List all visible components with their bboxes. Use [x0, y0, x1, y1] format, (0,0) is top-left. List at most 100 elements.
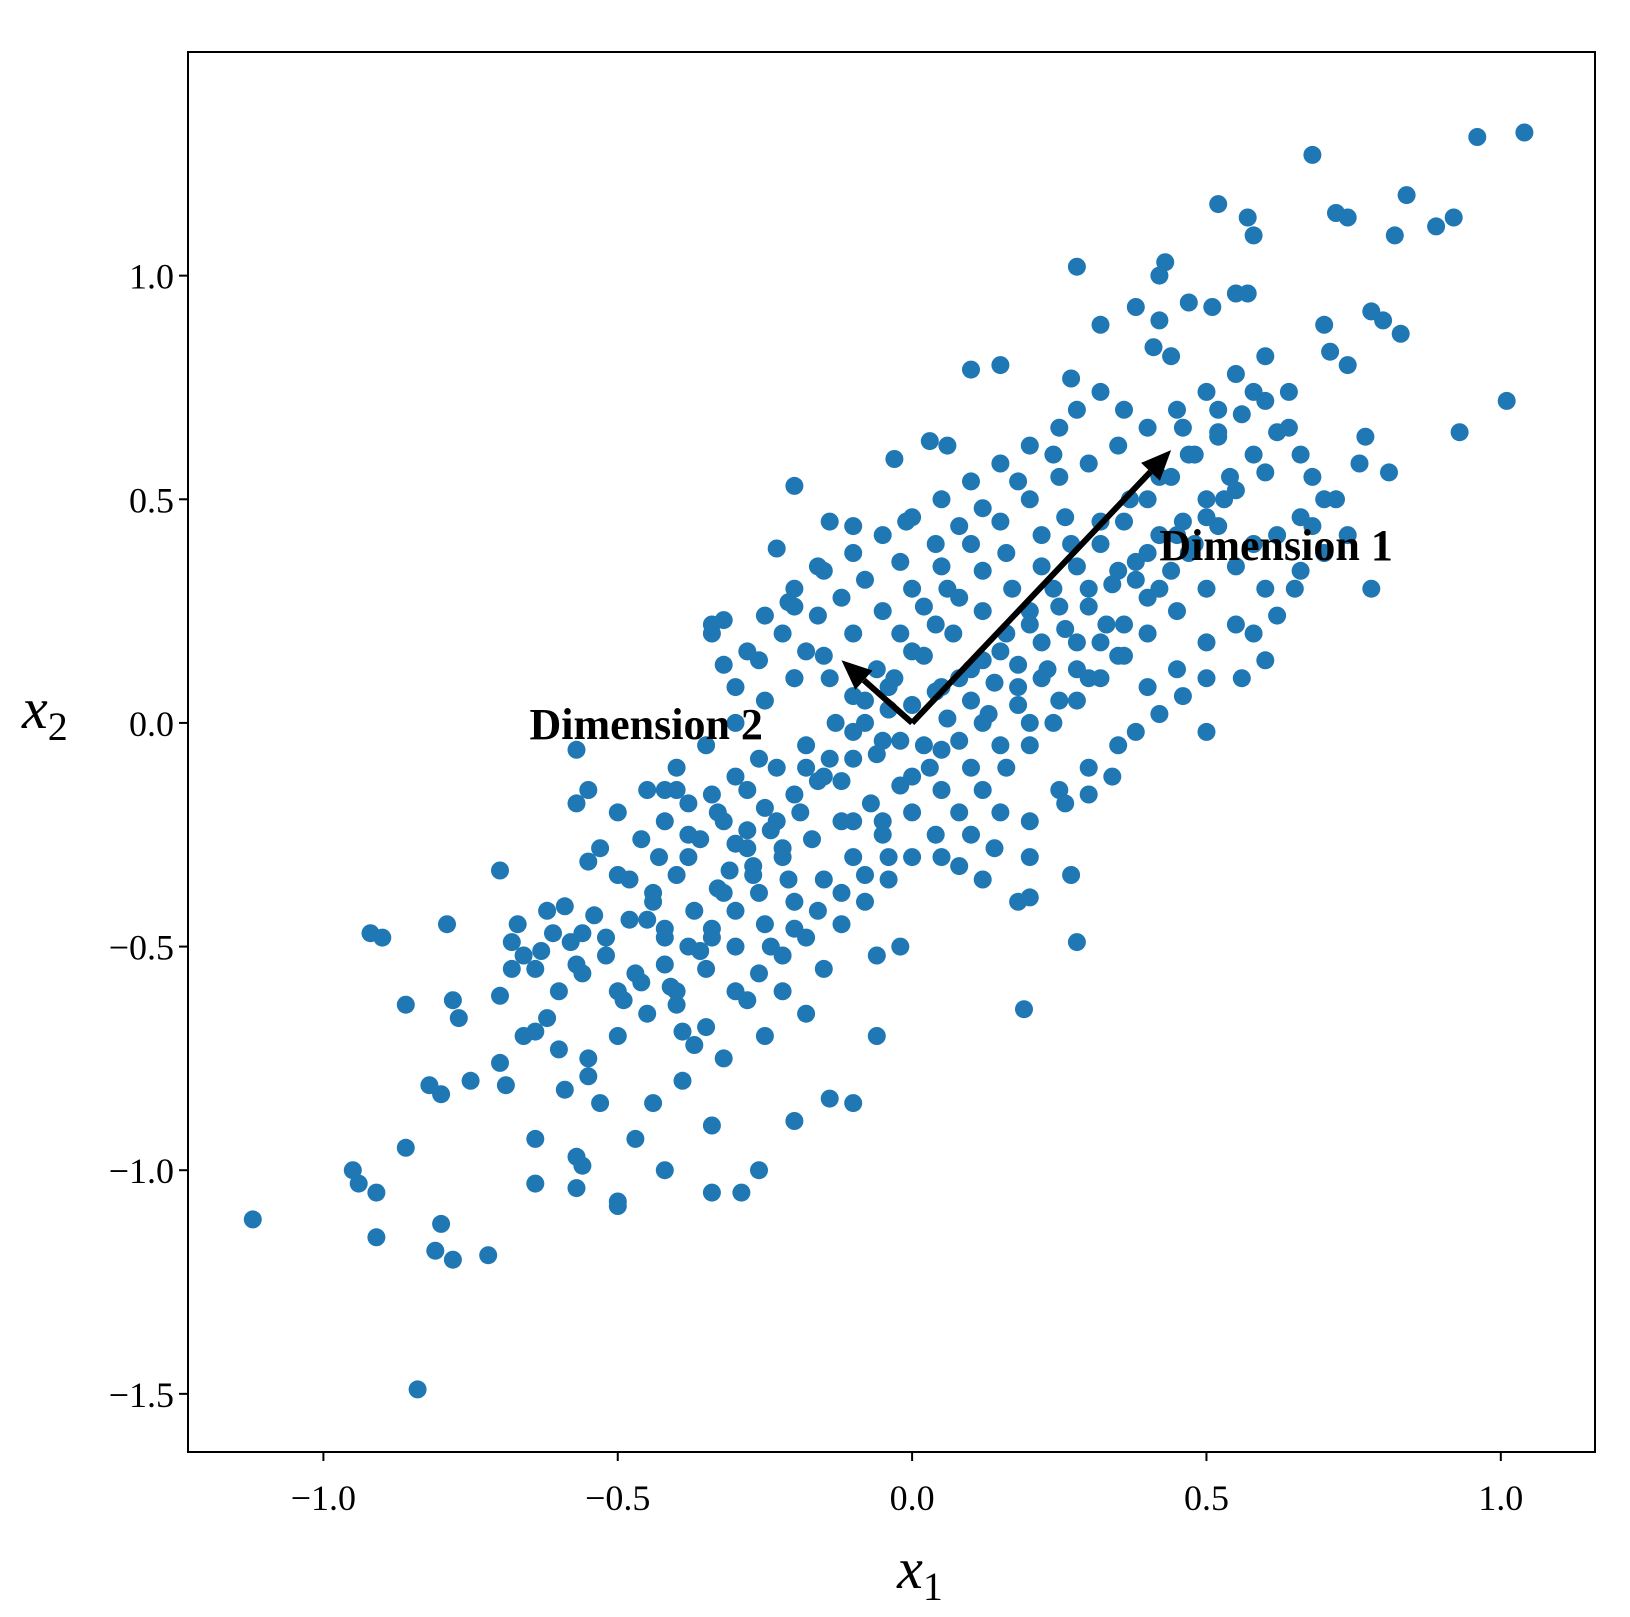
- data-point: [432, 1214, 451, 1233]
- data-point: [679, 794, 698, 813]
- data-point: [1338, 356, 1357, 375]
- data-point: [744, 866, 763, 884]
- data-point: [844, 687, 863, 706]
- data-point: [844, 544, 863, 562]
- data-point: [738, 821, 757, 840]
- data-point: [673, 1022, 692, 1041]
- data-point: [555, 1080, 574, 1099]
- data-point: [1079, 597, 1098, 616]
- data-point: [1138, 624, 1157, 643]
- data-point: [950, 731, 969, 750]
- data-point: [585, 906, 604, 925]
- data-point: [873, 731, 892, 750]
- data-point: [1067, 557, 1086, 576]
- data-point: [932, 848, 951, 867]
- data-point: [496, 1076, 515, 1095]
- data-point: [773, 848, 792, 867]
- data-point: [832, 883, 851, 902]
- data-point: [549, 1040, 568, 1059]
- data-point: [573, 964, 592, 983]
- data-point: [1115, 512, 1133, 531]
- data-point: [1203, 298, 1222, 316]
- data-point: [873, 602, 892, 621]
- data-point: [1238, 208, 1257, 227]
- data-point: [1032, 669, 1051, 688]
- data-point: [367, 1183, 386, 1202]
- data-point: [1197, 669, 1216, 688]
- data-point: [491, 1053, 509, 1072]
- data-point: [814, 646, 833, 665]
- data-point: [726, 713, 745, 732]
- data-point: [867, 1027, 886, 1045]
- data-point: [679, 937, 698, 956]
- data-point: [1444, 208, 1463, 227]
- data-point: [750, 964, 768, 983]
- data-point: [1067, 933, 1086, 952]
- data-point: [1079, 579, 1098, 598]
- data-point: [1020, 848, 1039, 867]
- data-point: [396, 995, 415, 1014]
- data-point: [461, 1071, 480, 1090]
- data-point: [1020, 812, 1039, 831]
- data-point: [1020, 736, 1039, 755]
- data-point: [773, 624, 792, 643]
- data-point: [438, 915, 456, 934]
- data-point: [950, 588, 969, 607]
- data-point: [1168, 526, 1186, 545]
- data-point: [761, 821, 780, 840]
- x-tick-label: 0.5: [1184, 1478, 1229, 1518]
- data-point: [891, 624, 910, 643]
- data-point: [667, 781, 686, 799]
- data-point: [1056, 620, 1075, 638]
- data-point: [973, 561, 992, 580]
- data-point: [991, 356, 1010, 375]
- data-point: [832, 915, 851, 934]
- data-point: [714, 1049, 733, 1068]
- data-point: [349, 1174, 368, 1193]
- data-point: [926, 615, 945, 634]
- data-point: [567, 1179, 586, 1198]
- data-point: [844, 517, 863, 536]
- data-point: [508, 915, 527, 934]
- data-point: [1009, 696, 1028, 714]
- data-point: [867, 745, 886, 764]
- data-point: [903, 803, 922, 822]
- data-point: [449, 1009, 468, 1028]
- data-point: [1003, 579, 1022, 598]
- data-point: [755, 1027, 774, 1045]
- data-point: [1256, 463, 1275, 482]
- data-point: [814, 870, 833, 889]
- data-point: [873, 812, 892, 831]
- data-point: [632, 973, 651, 992]
- data-point: [950, 803, 969, 822]
- data-point: [1062, 866, 1081, 884]
- data-point: [1268, 606, 1287, 625]
- data-point: [1327, 490, 1345, 509]
- data-point: [697, 736, 716, 755]
- data-point: [655, 812, 674, 831]
- data-point: [944, 624, 963, 643]
- data-point: [1056, 794, 1075, 813]
- data-point: [750, 749, 768, 768]
- data-point: [873, 825, 892, 844]
- data-point: [1197, 633, 1216, 652]
- data-point: [932, 557, 951, 576]
- data-point: [1315, 315, 1334, 334]
- data-point: [1497, 391, 1516, 410]
- data-point: [926, 825, 945, 844]
- data-point: [608, 1197, 627, 1215]
- data-point: [1173, 512, 1192, 531]
- data-point: [726, 937, 745, 956]
- y-tick-label: −1.0: [109, 1151, 174, 1191]
- data-point: [785, 476, 804, 495]
- data-point: [797, 758, 816, 777]
- data-point: [1168, 660, 1186, 679]
- data-point: [667, 758, 686, 777]
- data-point: [1173, 418, 1192, 437]
- data-point: [1109, 736, 1128, 755]
- data-point: [1115, 400, 1133, 419]
- x-tick-label: −1.0: [291, 1478, 356, 1518]
- data-point: [832, 772, 851, 791]
- data-point: [1391, 324, 1410, 343]
- data-point: [538, 1009, 557, 1028]
